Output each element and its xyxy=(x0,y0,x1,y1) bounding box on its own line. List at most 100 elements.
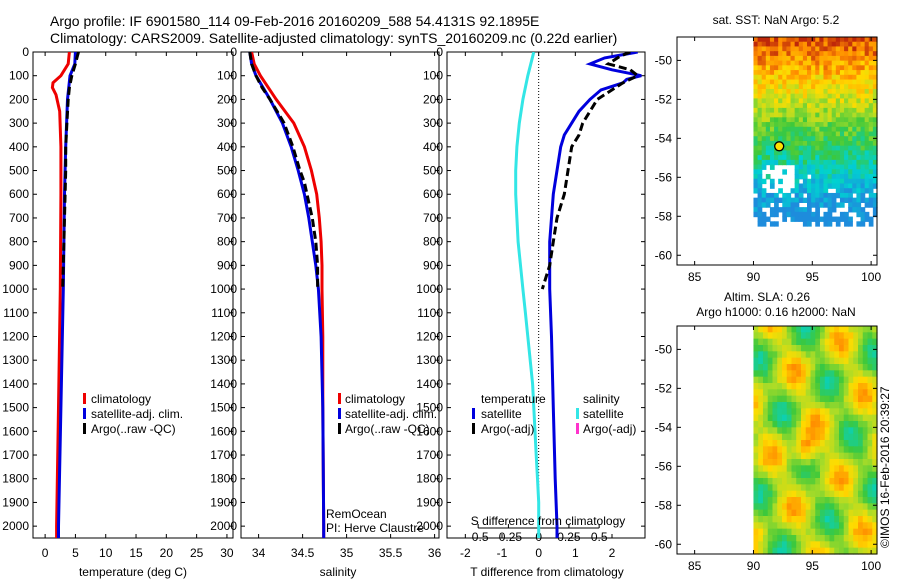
sla-cell xyxy=(762,402,769,409)
sst-cell xyxy=(786,197,792,203)
sst-cell xyxy=(798,117,804,123)
sla-cell xyxy=(815,326,821,333)
sst-cell xyxy=(860,51,866,57)
sla-cell xyxy=(800,395,807,403)
legend-swatch-sal-satellite xyxy=(576,408,579,419)
sla-cell xyxy=(810,414,816,422)
legend-swatch-temp-argo xyxy=(472,423,475,434)
sst-cell xyxy=(848,136,853,142)
sla-cell xyxy=(824,478,831,485)
sst-cell xyxy=(790,60,796,66)
sst-cell xyxy=(782,131,788,137)
sla-cell xyxy=(758,351,764,359)
sst-cell xyxy=(811,164,816,170)
sla-cell xyxy=(838,541,845,549)
sst-cell xyxy=(807,164,812,170)
sst-cell xyxy=(807,131,812,137)
sla-map-title-1: Altim. SLA: 0.26 xyxy=(724,290,810,304)
sst-cell xyxy=(848,131,853,137)
sst-cell xyxy=(819,140,825,147)
sla-cell xyxy=(848,421,854,428)
sla-cell xyxy=(867,395,873,403)
sst-cell xyxy=(827,107,833,114)
sla-cell xyxy=(872,332,878,340)
sla-cell xyxy=(753,332,759,340)
sst-cell xyxy=(807,107,812,114)
sst-cell xyxy=(815,74,820,81)
sla-cell xyxy=(834,427,840,435)
sst-cell xyxy=(868,74,874,81)
sla-cell xyxy=(853,338,859,346)
sla-cell xyxy=(762,414,769,422)
sst-cell xyxy=(819,164,825,170)
sla-cell xyxy=(872,471,878,479)
sst-cell xyxy=(798,150,804,156)
sla-cell xyxy=(772,395,778,403)
sst-cell xyxy=(761,117,767,123)
sla-cell xyxy=(800,383,807,390)
sla-cell xyxy=(848,338,854,346)
sst-cell xyxy=(802,79,808,85)
sla-cell xyxy=(862,490,869,498)
sst-cell xyxy=(844,55,849,62)
sst-cell xyxy=(868,150,874,156)
sst-cell xyxy=(811,46,816,52)
sst-cell xyxy=(761,103,767,109)
sst-cell xyxy=(839,188,845,194)
sla-cell xyxy=(843,345,850,352)
sst-cell xyxy=(831,126,837,133)
sst-cell xyxy=(827,136,833,142)
sst-cell xyxy=(761,84,767,90)
sst-cell xyxy=(856,169,862,175)
sla-cell xyxy=(767,547,774,555)
sla-cell xyxy=(867,427,873,435)
sst-cell xyxy=(815,70,820,76)
sla-cell xyxy=(834,541,840,549)
sla-cell xyxy=(791,541,797,549)
sst-cell xyxy=(860,207,866,213)
sla-cell xyxy=(843,503,850,511)
sst-cell xyxy=(823,37,829,43)
sst-cell xyxy=(868,103,874,109)
sst-cell xyxy=(802,197,808,203)
sla-cell xyxy=(800,357,807,365)
sst-cell xyxy=(811,70,816,76)
sla-map-field xyxy=(753,326,878,555)
sst-cell xyxy=(807,117,812,123)
difference-s-label: S difference from climatology xyxy=(471,514,626,528)
sst-cell xyxy=(827,112,833,118)
sst-cell xyxy=(765,46,771,52)
sst-cell xyxy=(757,41,763,48)
sla-cell xyxy=(819,364,826,371)
sla-cell xyxy=(872,528,878,536)
sst-cell xyxy=(864,188,870,194)
sst-cell xyxy=(864,131,870,137)
sst-cell xyxy=(774,159,779,166)
sla-cell xyxy=(767,345,774,352)
sst-cell xyxy=(757,126,763,133)
sst-cell xyxy=(774,112,779,118)
sst-cell xyxy=(831,150,837,156)
sst-cell xyxy=(848,60,853,66)
sla-cell xyxy=(800,408,807,416)
sla-cell xyxy=(872,503,878,511)
sst-cell xyxy=(831,192,837,199)
sla-cell xyxy=(777,547,783,555)
legend-header-salinity: salinity xyxy=(583,392,620,406)
sla-cell xyxy=(829,446,835,454)
sst-cell xyxy=(839,216,845,222)
sla-cell xyxy=(824,389,831,397)
sst-cell xyxy=(794,98,800,104)
sst-cell xyxy=(815,150,820,156)
x-tick-label: 35 xyxy=(340,546,354,560)
sla-cell xyxy=(834,509,840,517)
sst-cell xyxy=(823,88,829,95)
sst-cell xyxy=(864,140,870,147)
sla-cell xyxy=(819,490,826,498)
sst-cell xyxy=(835,122,841,128)
sst-cell xyxy=(823,70,829,76)
sla-cell xyxy=(758,433,764,441)
sla-cell xyxy=(829,402,835,409)
sst-cell xyxy=(811,51,816,57)
sst-cell xyxy=(835,79,841,85)
